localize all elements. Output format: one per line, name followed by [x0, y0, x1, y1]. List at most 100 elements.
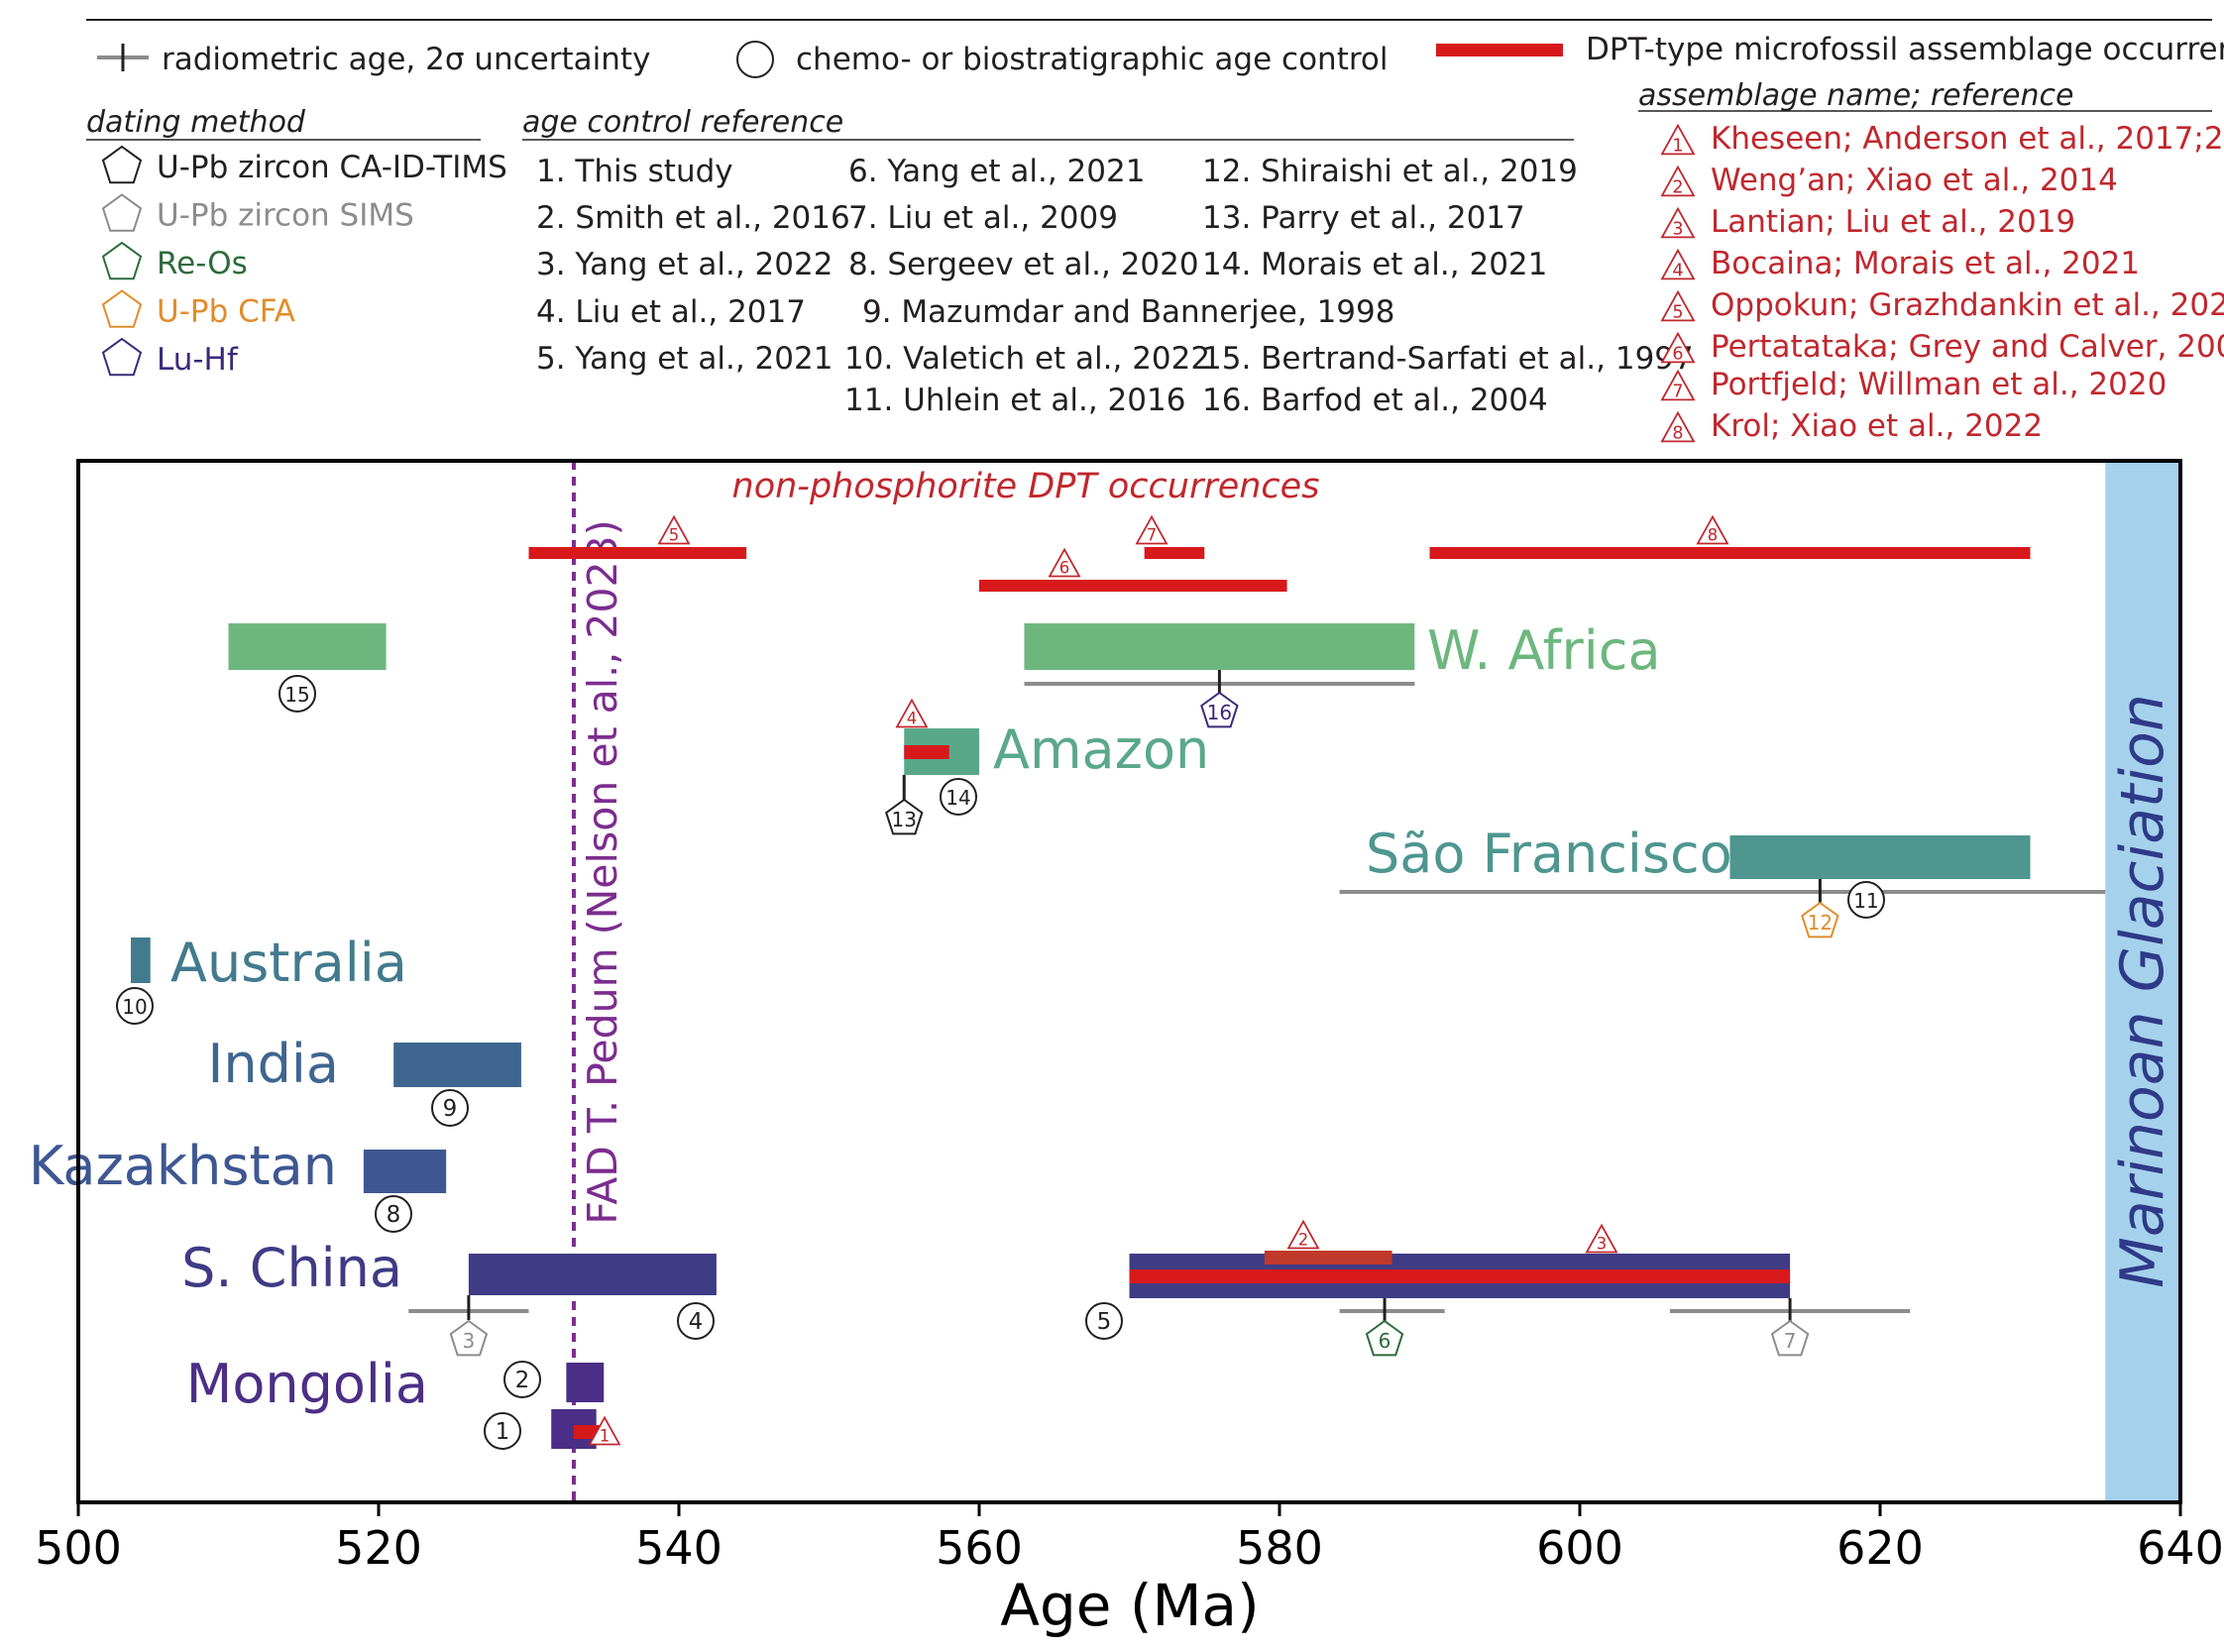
triangle-label: 8 — [1708, 526, 1719, 545]
chemo-circle-icon — [375, 1195, 412, 1233]
age-ref-item: 10. Valetich et al., 2022 — [844, 341, 1210, 377]
assemblage-label: Lantian; Liu et al., 2019 — [1711, 204, 2075, 240]
assemblage-label: Portfjeld; Willman et al., 2020 — [1711, 367, 2167, 402]
circle-label: 11 — [1853, 889, 1878, 913]
age-ref-item: 7. Liu et al., 2009 — [848, 200, 1118, 236]
radiometric-pentagon-icon — [449, 1319, 489, 1357]
dating-method-label: Lu-Hf — [157, 342, 239, 378]
region-bar — [363, 1150, 447, 1193]
assemblage-triangle-icon — [1660, 165, 1696, 197]
triangle-label: 4 — [1672, 261, 1683, 280]
assemblage-triangle-icon — [1660, 331, 1696, 364]
circle-label: 14 — [945, 786, 970, 810]
age-ref-item: 2. Smith et al., 2016 — [536, 200, 850, 236]
chemo-circle-icon — [1847, 881, 1885, 919]
dpt-occurrence-bar — [1429, 547, 2031, 559]
x-tick-label: 580 — [1236, 1521, 1323, 1575]
age-ref-item: 16. Barfod et al., 2004 — [1202, 383, 1548, 418]
x-tick-label: 540 — [635, 1521, 723, 1575]
pentagon-icon — [101, 145, 143, 184]
assemblage-triangle-icon — [1660, 410, 1696, 443]
triangle-label: 8 — [1672, 423, 1683, 443]
chemo-circle-icon — [940, 778, 977, 816]
x-tick-label: 560 — [936, 1521, 1023, 1575]
pentagon-label: 6 — [1379, 1329, 1391, 1353]
dpt-occurrence-bar — [979, 580, 1287, 592]
legend-dpt-swatch — [1436, 44, 1563, 56]
assemblage-title: assemblage name; reference — [1638, 78, 2073, 113]
pentagon-icon — [101, 289, 143, 328]
non-phosphorite-label: non-phosphorite DPT occurrences — [732, 467, 1320, 506]
assemblage-triangle-icon — [1660, 369, 1696, 401]
triangle-label: 6 — [1059, 559, 1070, 578]
region-bar — [393, 1043, 521, 1087]
region-bar — [468, 1254, 717, 1295]
triangle-label: 5 — [1672, 302, 1683, 322]
assemblage-triangle-icon — [1660, 289, 1696, 322]
age-ref-item: 6. Yang et al., 2021 — [848, 154, 1145, 189]
radiometric-pentagon-icon — [1365, 1319, 1404, 1357]
legend-circle-icon — [736, 41, 774, 78]
dpt-occurrence-bar — [1144, 547, 1205, 559]
dating-method-label: U-Pb zircon CA-ID-TIMS — [157, 150, 507, 185]
chemo-circle-icon — [484, 1412, 521, 1450]
pentagon-label: 16 — [1207, 701, 1232, 724]
dating-method-title: dating method — [86, 105, 306, 140]
region-label: India — [207, 1033, 339, 1095]
circle-label: 8 — [387, 1202, 401, 1228]
pentagon-label: 3 — [463, 1329, 476, 1353]
dating-method-label: U-Pb CFA — [157, 294, 295, 330]
chemo-circle-icon — [431, 1089, 469, 1127]
x-axis-label: Age (Ma) — [1000, 1572, 1259, 1639]
dpt-triangle-icon — [1048, 547, 1081, 578]
circle-label: 9 — [443, 1096, 458, 1122]
dating-method-label: U-Pb zircon SIMS — [157, 198, 414, 234]
assemblage-triangle-icon — [1660, 206, 1696, 239]
region-label: W. Africa — [1427, 619, 1661, 682]
dpt-triangle-icon — [1696, 514, 1729, 545]
region-label: Amazon — [993, 718, 1209, 781]
radiometric-pentagon-icon — [1770, 1319, 1810, 1357]
dating-method-label: Re-Os — [157, 246, 248, 281]
x-tick-label: 600 — [1536, 1521, 1623, 1575]
region-bar — [1024, 623, 1415, 670]
radiometric-pentagon-icon — [885, 798, 924, 835]
assemblage-triangle-icon — [1660, 248, 1696, 280]
assemblage-label: Kheseen; Anderson et al., 2017;2019 — [1711, 121, 2224, 157]
chemo-circle-icon — [677, 1302, 715, 1340]
dpt-triangle-icon — [657, 514, 691, 545]
triangle-label: 6 — [1672, 344, 1683, 364]
assemblage-label: Krol; Xiao et al., 2022 — [1711, 408, 2043, 444]
assemblage-label: Weng’an; Xiao et al., 2014 — [1711, 163, 2118, 198]
triangle-label: 3 — [1672, 219, 1683, 239]
age-ref-item: 9. Mazumdar and Bannerjee, 1998 — [862, 294, 1394, 330]
age-ref-item: 5. Yang et al., 2021 — [536, 341, 833, 377]
triangle-label: 4 — [907, 710, 918, 728]
dpt-triangle-icon — [895, 698, 929, 728]
region-label: Mongolia — [186, 1353, 428, 1415]
triangle-label: 1 — [600, 1427, 611, 1446]
region-bar — [131, 937, 151, 983]
dpt-occurrence-bar — [528, 547, 747, 559]
radiometric-pentagon-icon — [1801, 901, 1839, 938]
region-label: S. China — [181, 1237, 402, 1299]
dpt-occurrence-bar — [904, 745, 949, 759]
age-ref-item: 12. Shiraishi et al., 2019 — [1202, 154, 1578, 189]
circle-label: 15 — [284, 683, 309, 707]
triangle-label: 3 — [1597, 1235, 1608, 1254]
circle-label: 2 — [515, 1368, 530, 1393]
age-ref-item: 4. Liu et al., 2017 — [536, 294, 806, 330]
x-tick-label: 500 — [35, 1521, 122, 1575]
age-ref-item: 8. Sergeev et al., 2020 — [848, 247, 1199, 282]
dpt-triangle-icon — [1585, 1223, 1618, 1254]
pentagon-label: 7 — [1784, 1329, 1797, 1353]
legend-chemo-label: chemo- or biostratigraphic age control — [796, 42, 1389, 77]
triangle-label: 1 — [1672, 136, 1683, 156]
age-ref-title: age control reference — [522, 105, 843, 140]
age-ref-item: 1. This study — [536, 154, 733, 189]
triangle-label: 5 — [669, 526, 680, 545]
age-ref-item: 11. Uhlein et al., 2016 — [844, 383, 1185, 418]
chemo-circle-icon — [278, 675, 316, 713]
pentagon-icon — [101, 241, 143, 280]
